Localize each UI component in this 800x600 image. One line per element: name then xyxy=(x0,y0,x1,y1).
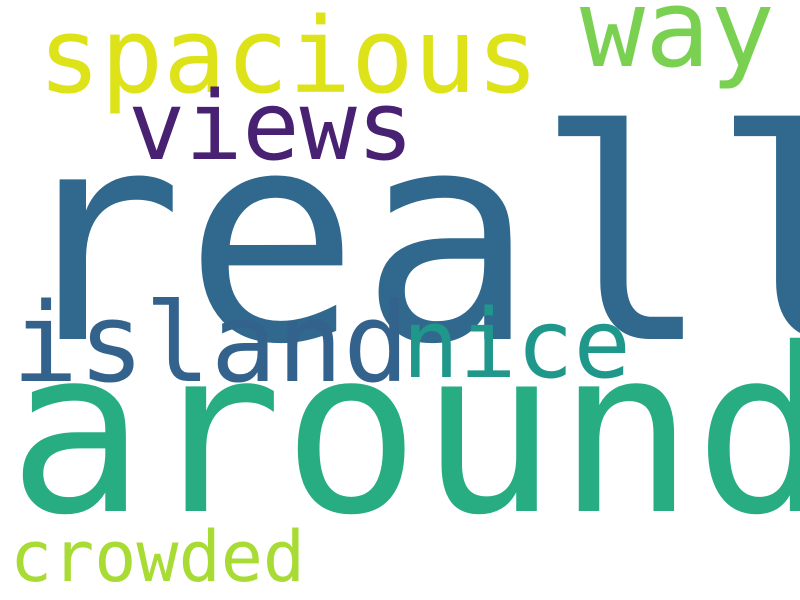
word-views: views xyxy=(128,72,414,182)
word-crowded: crowded xyxy=(10,516,306,598)
word-island: island xyxy=(12,279,410,407)
word-nice: nice xyxy=(402,290,631,400)
word-spacious: spacious xyxy=(38,0,539,117)
word-around: around xyxy=(8,299,800,565)
word-really: really xyxy=(8,68,800,408)
word-way: way xyxy=(580,0,776,92)
